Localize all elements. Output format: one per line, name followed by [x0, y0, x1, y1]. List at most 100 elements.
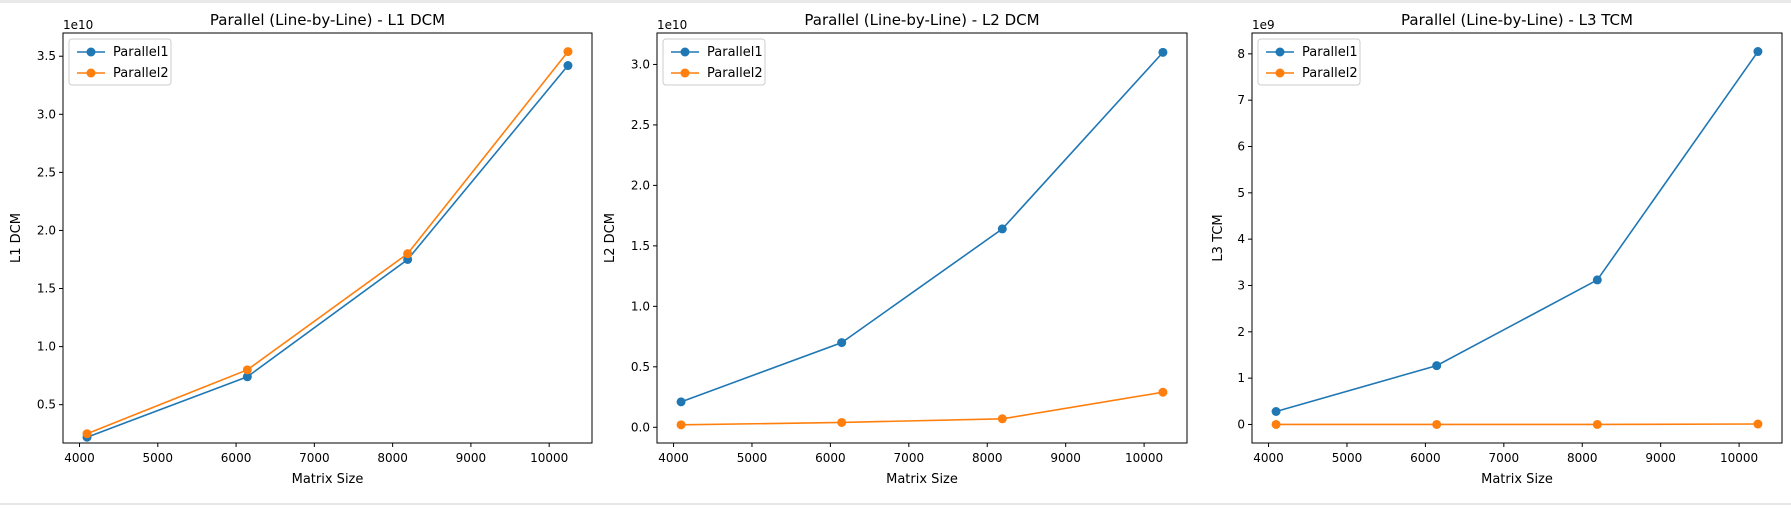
y-tick-label: 1.0 — [631, 299, 650, 313]
legend-label: Parallel2 — [1302, 66, 1358, 81]
y-tick-label: 2.0 — [37, 223, 56, 237]
y-tick-label: 0.0 — [631, 420, 650, 434]
y-tick-label: 3 — [1237, 278, 1245, 292]
legend-label: Parallel2 — [707, 66, 763, 81]
plot-area-frame — [63, 33, 592, 443]
x-tick-label: 9000 — [456, 451, 487, 465]
x-tick-label: 6000 — [1410, 451, 1441, 465]
data-point — [83, 429, 92, 438]
y-tick-label: 2.5 — [37, 165, 56, 179]
x-tick-label: 7000 — [299, 451, 330, 465]
y-axis-label: L3 TCM — [1211, 214, 1226, 261]
x-tick-label: 9000 — [1050, 451, 1081, 465]
legend-swatch-marker — [87, 69, 96, 78]
x-tick-label: 10000 — [1720, 451, 1758, 465]
y-tick-label: 2.5 — [631, 118, 650, 132]
y-tick-label: 3.0 — [631, 57, 650, 71]
y-tick-label: 5 — [1237, 186, 1245, 200]
x-tick-label: 8000 — [1567, 451, 1598, 465]
data-point — [998, 414, 1007, 423]
x-tick-label: 4000 — [1253, 451, 1284, 465]
x-tick-label: 7000 — [894, 451, 925, 465]
legend-swatch-marker — [1276, 48, 1285, 57]
data-point — [837, 338, 846, 347]
chart-title: Parallel (Line-by-Line) - L3 TCM — [1401, 11, 1633, 29]
chart-1: Parallel (Line-by-Line) - L1 DCM 4000 5000… — [9, 11, 592, 487]
chart-title: Parallel (Line-by-Line) - L1 DCM — [210, 11, 445, 29]
x-tick-label: 4000 — [658, 451, 689, 465]
legend-label: Parallel1 — [113, 45, 169, 60]
y-tick-label: 2 — [1237, 325, 1245, 339]
legend-swatch-marker — [681, 48, 690, 57]
data-point — [1272, 407, 1281, 416]
y-tick-label: 0.5 — [37, 398, 56, 412]
x-tick-label: 9000 — [1645, 451, 1676, 465]
y-tick-label: 1 — [1237, 371, 1245, 385]
x-tick-label: 10000 — [1125, 451, 1163, 465]
legend: Parallel1 Parallel2 — [663, 39, 765, 85]
data-point — [1753, 47, 1762, 56]
x-tick-label: 4000 — [64, 451, 95, 465]
data-point — [1272, 420, 1281, 429]
x-tick-label: 10000 — [530, 451, 568, 465]
x-tick-label: 5000 — [143, 451, 174, 465]
data-point — [1158, 388, 1167, 397]
y-tick-label: 3.5 — [37, 49, 56, 63]
data-point — [677, 397, 686, 406]
y-tick-label: 1.5 — [37, 282, 56, 296]
y-tick-label: 6 — [1237, 140, 1245, 154]
legend: Parallel1 Parallel2 — [69, 39, 171, 85]
figure-top-border — [0, 0, 1791, 3]
y-offset-text: 1e10 — [657, 18, 687, 32]
data-point — [1432, 420, 1441, 429]
y-tick-label: 7 — [1237, 93, 1245, 107]
data-point — [998, 224, 1007, 233]
chart-title: Parallel (Line-by-Line) - L2 DCM — [804, 11, 1039, 29]
data-point — [837, 418, 846, 427]
y-tick-label: 1.0 — [37, 340, 56, 354]
y-tick-label: 0.5 — [631, 360, 650, 374]
x-axis-label: Matrix Size — [1481, 472, 1553, 487]
x-tick-label: 8000 — [377, 451, 408, 465]
x-tick-label: 6000 — [221, 451, 252, 465]
legend-swatch-marker — [681, 69, 690, 78]
legend-label: Parallel1 — [707, 45, 763, 60]
legend-swatch-marker — [87, 48, 96, 57]
legend-label: Parallel1 — [1302, 45, 1358, 60]
data-point — [677, 420, 686, 429]
data-point — [563, 61, 572, 70]
data-point — [1593, 275, 1602, 284]
legend-swatch-marker — [1276, 69, 1285, 78]
y-offset-text: 1e10 — [63, 18, 93, 32]
chart-3: Parallel (Line-by-Line) - L3 TCM 4000 5000… — [1211, 11, 1782, 487]
x-axis-label: Matrix Size — [886, 472, 958, 487]
y-offset-text: 1e9 — [1252, 18, 1275, 32]
y-tick-label: 8 — [1237, 47, 1245, 61]
y-axis-label: L1 DCM — [9, 213, 24, 263]
y-tick-label: 3.0 — [37, 107, 56, 121]
data-point — [403, 249, 412, 258]
data-point — [243, 365, 252, 374]
x-tick-label: 5000 — [737, 451, 768, 465]
data-point — [563, 47, 572, 56]
x-tick-label: 8000 — [972, 451, 1003, 465]
data-point — [1593, 420, 1602, 429]
data-point — [1158, 48, 1167, 57]
y-tick-label: 1.5 — [631, 239, 650, 253]
y-tick-label: 4 — [1237, 232, 1245, 246]
data-point — [1432, 361, 1441, 370]
y-tick-label: 2.0 — [631, 178, 650, 192]
x-tick-label: 7000 — [1489, 451, 1520, 465]
x-tick-label: 6000 — [815, 451, 846, 465]
legend-label: Parallel2 — [113, 66, 169, 81]
x-tick-label: 5000 — [1332, 451, 1363, 465]
y-tick-label: 0 — [1237, 417, 1245, 431]
x-axis-label: Matrix Size — [292, 472, 364, 487]
chart-2: Parallel (Line-by-Line) - L2 DCM 4000 5000… — [603, 11, 1187, 487]
data-point — [1753, 420, 1762, 429]
plot-area-frame — [1252, 33, 1782, 443]
y-axis-label: L2 DCM — [603, 213, 618, 263]
legend: Parallel1 Parallel2 — [1258, 39, 1360, 85]
